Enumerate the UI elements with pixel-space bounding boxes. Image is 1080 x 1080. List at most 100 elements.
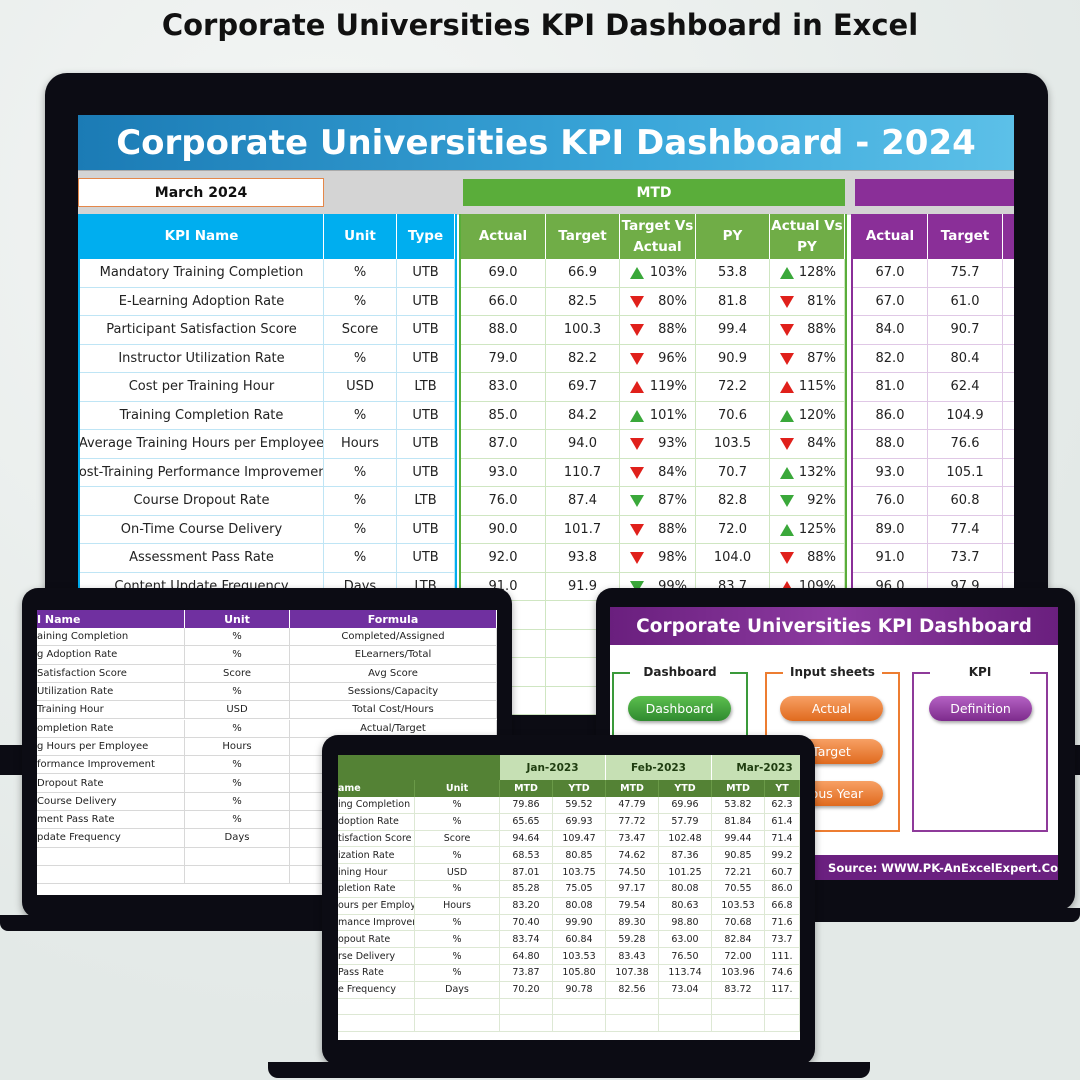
trend-arrow	[780, 552, 794, 564]
table-cell: 72.21	[712, 864, 765, 881]
main-screen: Corporate Universities KPI Dashboard - 2…	[78, 115, 1014, 715]
table-cell: 90.0	[461, 515, 546, 544]
cell-text: 90.9	[718, 350, 747, 366]
table-cell: 103.96	[712, 965, 765, 982]
table-cell: 90.85	[712, 847, 765, 865]
table-cell: 47.79	[606, 797, 659, 814]
table-cell: opout Rate	[338, 931, 415, 949]
empty-cell	[1003, 516, 1014, 544]
table-cell: 101%	[620, 401, 696, 430]
nav-banner: Corporate Universities KPI Dashboard	[610, 607, 1058, 645]
table-cell: Average Training Hours per Employee	[80, 430, 324, 459]
empty-cell	[765, 1015, 800, 1033]
table-cell: %	[324, 487, 397, 516]
cell-text: 80%	[658, 293, 687, 309]
trend-arrow	[630, 324, 644, 336]
table-cell: 70.6	[696, 401, 770, 430]
table-cell: ing Completion	[338, 797, 415, 814]
cell-text: 53.8	[718, 265, 747, 281]
trend-arrow	[780, 324, 794, 336]
cell-text: 81.0	[875, 379, 905, 395]
cell-text: Participant Satisfaction Score	[106, 322, 297, 338]
table-cell: 94.0	[546, 430, 620, 459]
cell-text: USD	[346, 379, 374, 395]
table-cell: LTB	[397, 373, 455, 402]
empty-cell	[1003, 430, 1014, 459]
cell-text: 87.4	[568, 493, 597, 509]
table-cell: 74.50	[606, 864, 659, 881]
table-cell: 88%	[770, 316, 845, 345]
table-cell: UTB	[397, 259, 455, 288]
cell-text: Course Dropout Rate	[133, 493, 270, 509]
table-cell: Completed/Assigned	[290, 628, 497, 647]
table-cell: 99.2	[765, 847, 800, 865]
cell-text: 82.0	[875, 350, 905, 366]
table-cell: 90.7	[928, 316, 1003, 345]
column-header: PY	[696, 214, 770, 259]
mtd-label: MTD	[463, 179, 845, 206]
table-cell: 115%	[770, 373, 845, 402]
cell-text: UTB	[412, 350, 439, 366]
table-cell: 72.00	[712, 948, 765, 965]
cell-text: 96%	[658, 350, 687, 366]
empty-cell	[1003, 487, 1014, 516]
table-cell: 60.84	[553, 931, 606, 949]
table-cell: 83.0	[461, 373, 546, 402]
column-header: ame	[338, 780, 415, 797]
column-header: Unit	[415, 780, 500, 797]
cell-text: E-Learning Adoption Rate	[118, 293, 285, 309]
cell-text: 90.0	[488, 521, 518, 537]
trend-arrow	[630, 381, 644, 393]
table-cell: 72.0	[696, 515, 770, 544]
table-cell: 99.4	[696, 316, 770, 345]
table-cell: 61.0	[928, 287, 1003, 316]
empty-cell	[37, 865, 185, 885]
table-cell: 132%	[770, 458, 845, 487]
table-cell: 76.6	[928, 430, 1003, 459]
table-cell: 113.74	[659, 965, 712, 982]
table-cell: Hours	[185, 737, 290, 757]
nav-button[interactable]: Actual	[780, 696, 883, 721]
table-cell: UTB	[397, 515, 455, 544]
empty-cell	[1003, 316, 1014, 345]
month-header: Feb-2023	[606, 755, 712, 780]
table-cell: doption Rate	[338, 813, 415, 831]
trend-arrow	[630, 466, 644, 479]
cell-text: 84%	[807, 436, 836, 452]
table-cell: 82.5	[546, 287, 620, 316]
table-cell: 107.38	[606, 965, 659, 982]
table-cell: 100.3	[546, 316, 620, 345]
cell-text: 93%	[658, 436, 687, 452]
table-cell: 71.6	[765, 914, 800, 932]
empty-cell	[553, 1015, 606, 1033]
cell-text: On-Time Course Delivery	[120, 521, 283, 537]
cell-text: 91.9	[568, 578, 597, 594]
cell-text: 110.7	[563, 464, 602, 480]
table-cell: 84.0	[853, 316, 928, 345]
table-cell: Score	[185, 664, 290, 683]
cell-text: 72.0	[718, 521, 747, 537]
table-cell: ining Hour	[338, 864, 415, 881]
table-cell: Participant Satisfaction Score	[80, 316, 324, 345]
table-cell: 86.0	[765, 881, 800, 898]
table-cell: USD	[185, 701, 290, 720]
table-cell: 57.79	[659, 813, 712, 831]
table-cell: 91.0	[853, 544, 928, 573]
cell-text: 93.0	[875, 464, 905, 480]
table-cell: 68.53	[500, 847, 553, 865]
nav-button[interactable]: Definition	[929, 696, 1032, 721]
table-cell: formance Improvement	[37, 756, 185, 775]
table-cell: 80.85	[553, 847, 606, 865]
table-cell: 87%	[620, 487, 696, 516]
trend-arrow	[780, 438, 794, 450]
cell-text: 76.6	[950, 436, 980, 452]
table-cell: 88%	[620, 515, 696, 544]
table-cell: ours per Employee	[338, 897, 415, 915]
table-cell: 93.0	[461, 458, 546, 487]
table-cell: 75.7	[928, 259, 1003, 288]
table-cell: 70.7	[696, 458, 770, 487]
table-cell: 87.4	[546, 487, 620, 516]
table-cell: 86.0	[853, 401, 928, 430]
nav-button[interactable]: Dashboard	[628, 696, 731, 721]
column-header: Target	[928, 214, 1003, 259]
